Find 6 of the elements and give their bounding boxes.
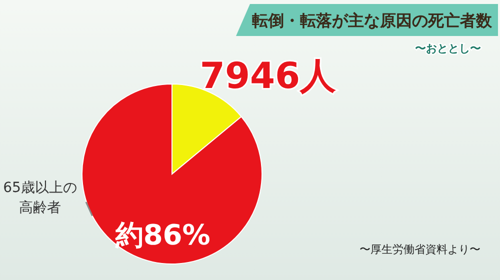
text: 〜厚生労働省資料より〜 [360,243,480,256]
text: 7946人 [200,56,336,97]
text: 転倒・転落が主な原因の死亡者数 [252,11,493,30]
text: 〜おととし〜 [415,42,481,55]
data-label: 約86% [114,218,210,252]
slice-label: 65歳以上の高齢者 [3,180,77,216]
